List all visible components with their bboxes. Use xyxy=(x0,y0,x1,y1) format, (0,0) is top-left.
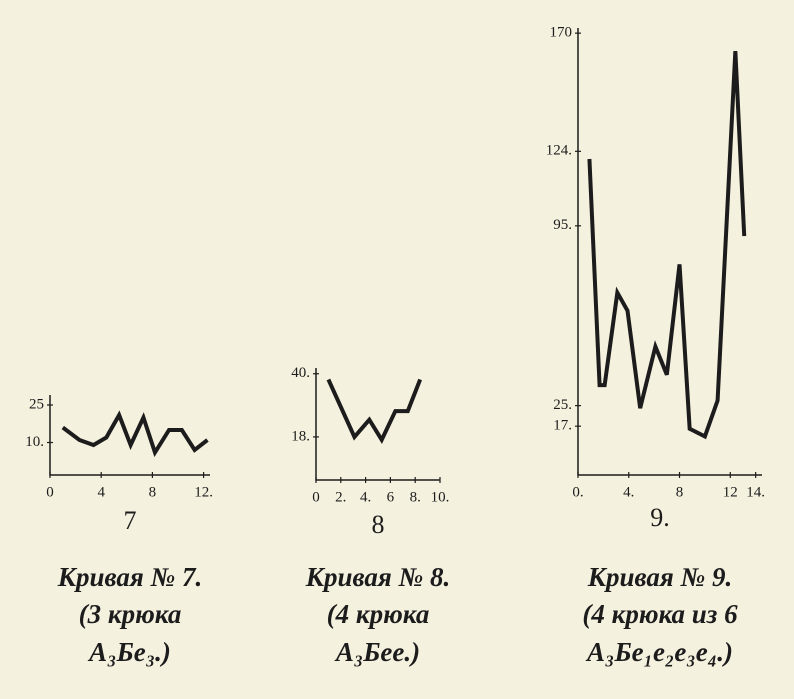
y-tick-label: 124. xyxy=(546,143,572,159)
x-tick-label: 14. xyxy=(746,484,765,500)
chart-note: A₃Бe₃.) xyxy=(87,637,171,667)
y-tick-label: 25. xyxy=(553,397,572,413)
chart-note: A₃Бee.) xyxy=(334,637,420,667)
x-tick-label: 4. xyxy=(623,484,634,500)
chart-number: 8 xyxy=(372,510,385,539)
chart-title: Кривая № 8. xyxy=(305,562,451,592)
y-tick-label: 25 xyxy=(29,396,44,412)
x-tick-label: 10. xyxy=(431,489,450,505)
x-tick-label: 8. xyxy=(410,489,421,505)
x-tick-label: 12 xyxy=(723,484,738,500)
y-tick-label: 40. xyxy=(291,365,310,381)
x-tick-label: 8 xyxy=(676,484,684,500)
x-tick-label: 8 xyxy=(149,484,157,500)
y-tick-label: 95. xyxy=(553,217,572,233)
y-tick-label: 17. xyxy=(553,418,572,434)
chart-number: 7 xyxy=(124,506,137,535)
x-tick-label: 0 xyxy=(312,489,320,505)
curve xyxy=(326,378,423,444)
chart-title: Кривая № 7. xyxy=(57,562,203,592)
y-tick-label: 170 xyxy=(550,25,573,41)
y-tick-label: 18. xyxy=(291,428,310,444)
chart-note: (3 крюка xyxy=(79,599,182,629)
axes xyxy=(315,368,440,481)
x-tick-label: 6 xyxy=(387,489,395,505)
x-tick-label: 12. xyxy=(194,484,213,500)
x-tick-label: 0 xyxy=(46,484,54,500)
chart-note: A₃Бe₁e₂e₃e₄.) xyxy=(585,637,733,667)
curve xyxy=(61,410,209,458)
curve xyxy=(587,51,747,440)
x-tick-label: 0. xyxy=(572,484,583,500)
chart-number: 9. xyxy=(650,503,670,532)
x-tick-label: 2. xyxy=(335,489,346,505)
chart-note: (4 крюка из 6 xyxy=(582,599,738,629)
chart-note: (4 крюка xyxy=(327,599,430,629)
x-tick-label: 4. xyxy=(360,489,371,505)
chart-title: Кривая № 9. xyxy=(587,562,733,592)
x-tick-label: 4 xyxy=(97,484,105,500)
y-tick-label: 10. xyxy=(25,434,44,450)
